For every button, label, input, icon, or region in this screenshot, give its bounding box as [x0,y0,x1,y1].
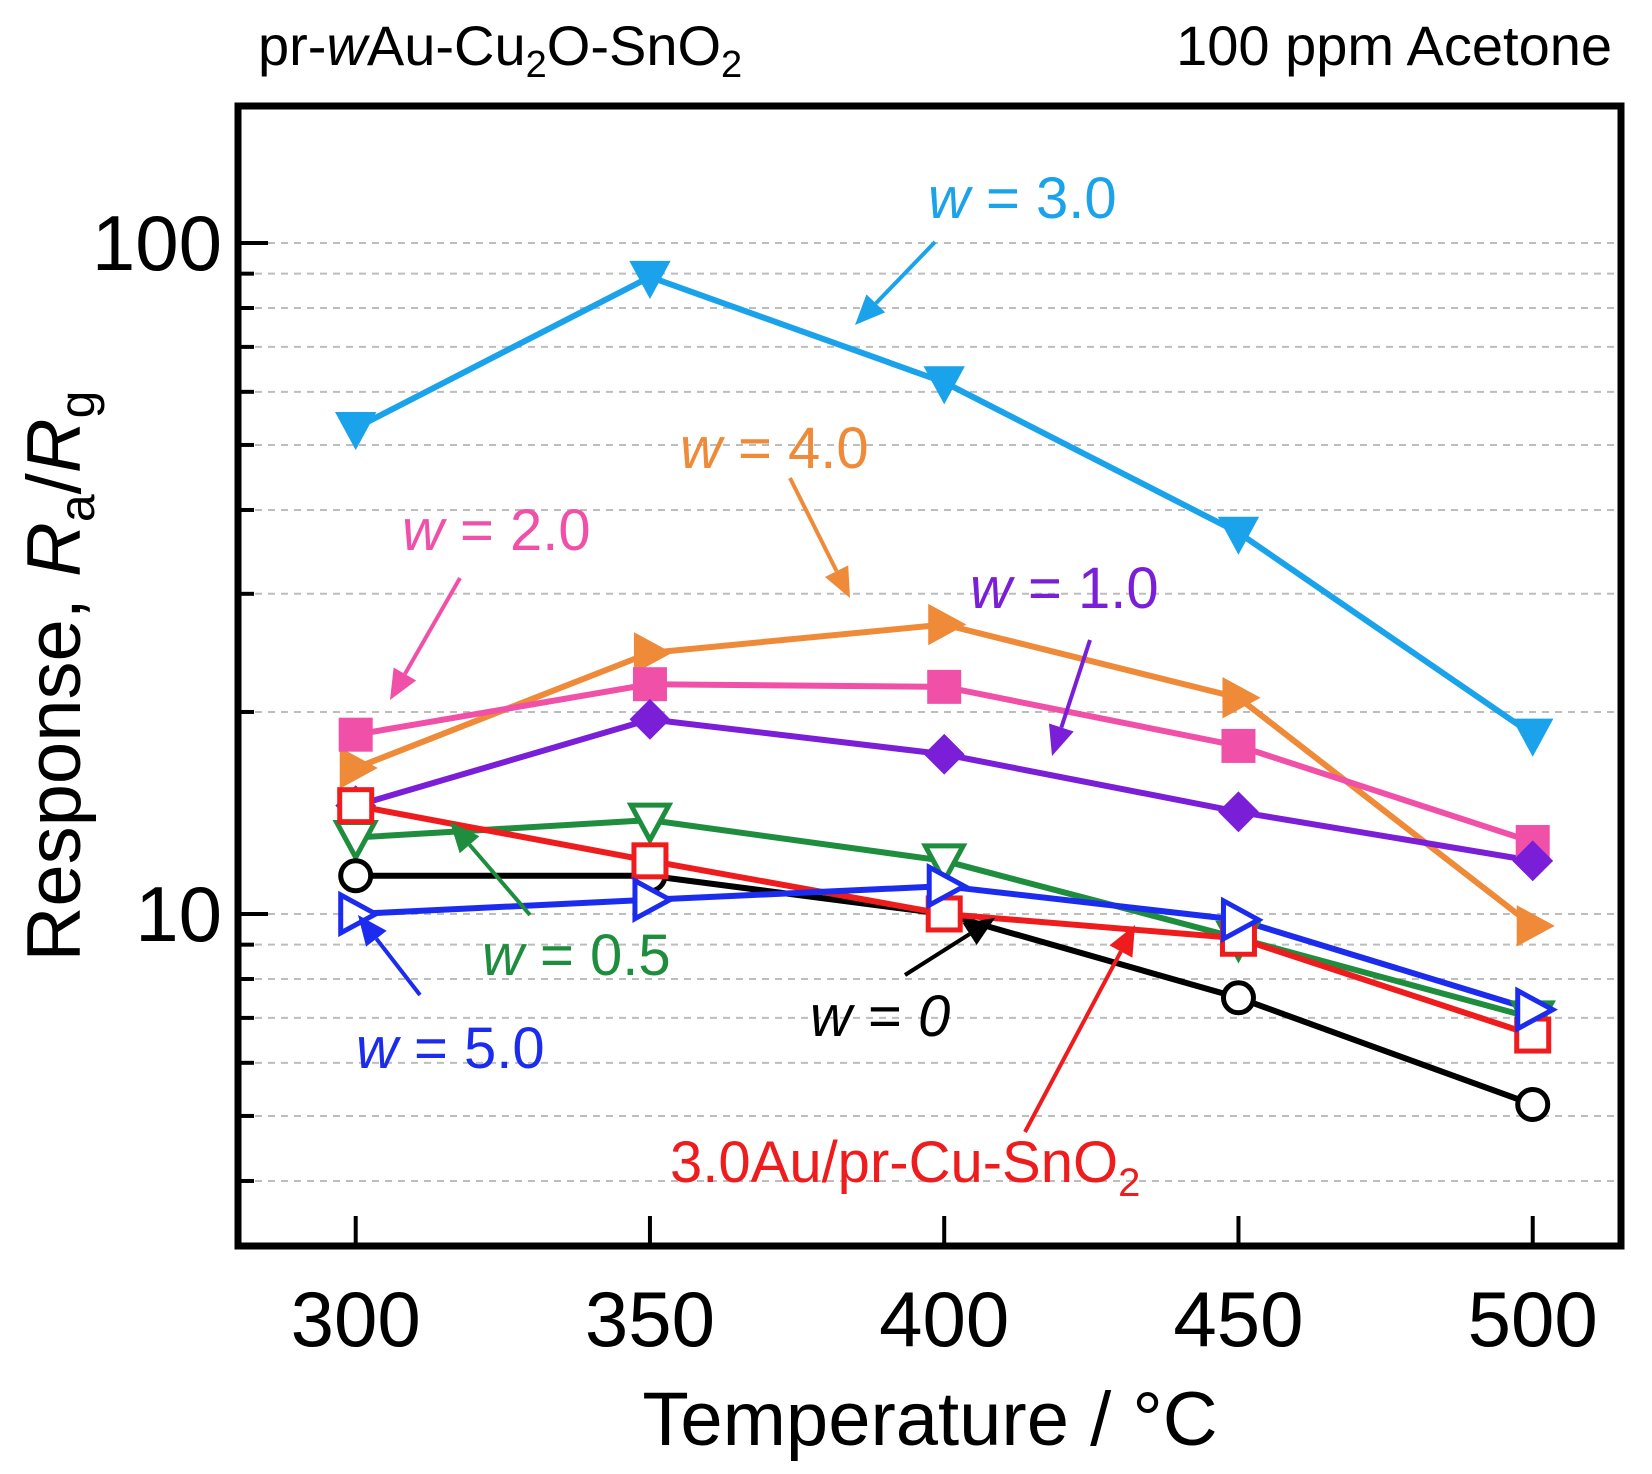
x-tick-label: 300 [291,1275,421,1363]
data-point-w5 [926,862,970,910]
data-point-w2 [1221,728,1256,763]
data-point-ref [631,842,669,880]
annotation-arrowhead-w5 [358,915,387,947]
data-point-w3 [629,260,671,300]
data-point-w4 [1222,677,1261,719]
annotation-w5: w = 5.0 [356,1016,545,1081]
annotation-arrowhead-w1 [1048,723,1074,756]
data-point-w5 [1220,896,1264,944]
annotation-arrow-w2 [403,577,462,675]
data-point-w5 [632,876,676,923]
data-point-w05 [921,843,968,887]
data-point-w4 [1516,905,1555,947]
axis-ticks: 10 100 300 350 400 450 500 [92,199,1598,1363]
y-tick-label: 10 [135,870,222,958]
annotation-arrow-ref [1023,950,1123,1133]
annotation-arrow-w3 [874,240,937,305]
annotation-w1: w = 1.0 [970,556,1159,621]
data-point-w0 [338,858,374,894]
data-point-w05 [332,820,379,863]
annotation-arrow-w4 [788,477,839,573]
annotation-arrowhead-w0 [962,918,995,946]
annotation-arrowhead-w3 [855,294,886,325]
data-point-w0 [1220,980,1256,1016]
x-tick-label: 350 [585,1275,715,1363]
grid-lines [242,241,1617,1182]
annotation-w4: w = 4.0 [680,416,869,481]
annotation-arrow-w5 [374,937,422,997]
plot-frame [234,102,1625,1250]
data-point-w1 [1218,791,1259,833]
data-point-w4 [633,632,673,674]
annotations: w = 3.0 w = 4.0 w = 2.0 w = 1.0 w = 0.5 w = 5… [356,166,1159,1205]
data-point-w2 [632,667,667,702]
data-point-w05 [626,802,674,846]
data-point-w4 [928,603,967,646]
annotation-w2: w = 2.0 [402,498,591,563]
data-point-w3 [923,366,965,405]
annotation-w0: w = 0 [810,984,950,1049]
data-point-w3 [1217,516,1260,555]
data-point-w5 [1515,986,1558,1033]
data-point-w5 [338,890,381,938]
data-point-w2 [338,717,373,752]
x-tick-label: 500 [1468,1275,1598,1363]
annotation-ref: 3.0Au/pr-Cu-SnO2 [670,1130,1140,1205]
data-point-w2 [927,669,962,704]
data-point-ref [337,787,375,825]
annotation-arrow-w1 [1059,639,1092,729]
marker-layer [332,260,1558,1123]
chart-title-right: 100 ppm Acetone [1176,14,1612,77]
data-point-w1 [1512,840,1554,882]
x-tick-label: 400 [879,1275,1009,1363]
x-tick-label: 450 [1173,1275,1303,1363]
data-point-w1 [923,733,965,775]
annotation-arrow-w0 [903,932,971,977]
chart-title-left: pr-wAu-Cu2O-SnO2 [258,14,742,86]
y-axis-label: Response, Ra/Rg [12,391,105,962]
annotation-arrowhead-ref [1109,925,1135,958]
data-point-w0 [1515,1087,1551,1123]
y-tick-label: 100 [92,199,222,287]
x-axis-label: Temperature / °C [642,1377,1217,1462]
annotation-arrow-w05 [468,843,532,917]
annotation-arrowhead-w05 [450,822,480,854]
data-point-w3 [1512,718,1554,757]
annotation-w05: w = 0.5 [482,923,671,988]
data-point-w4 [339,747,378,789]
annotation-arrowhead-w2 [390,667,417,700]
annotation-w3: w = 3.0 [928,166,1117,231]
annotation-arrowhead-w4 [824,565,850,598]
data-point-w3 [335,411,377,451]
data-point-w1 [629,698,671,740]
